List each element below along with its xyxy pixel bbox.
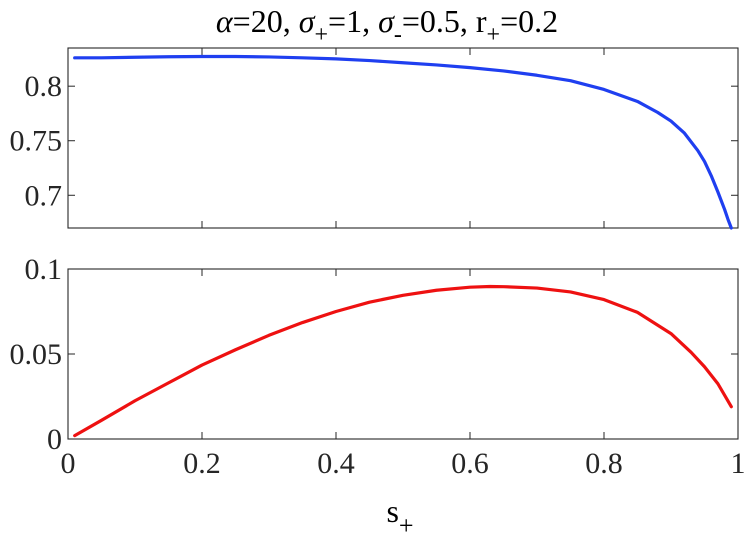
- bottom-xtick-label: 0.2: [183, 447, 221, 480]
- title-sigma-plus-subscript: +: [314, 22, 328, 48]
- bottom-xtick-label: 1: [731, 447, 746, 480]
- bottom-panel: 0 0.05 0.1 0 0.2 0.4 0.6 0.8 1: [10, 253, 746, 480]
- bottom-ytick-label: 0.05: [10, 338, 63, 371]
- bottom-xtick-label: 0.8: [585, 447, 623, 480]
- top-panel: 0.7 0.75 0.8: [10, 47, 739, 230]
- bottom-ytick-label: 0: [47, 423, 62, 456]
- title-alpha-value: =20,: [233, 3, 299, 39]
- top-ticks: 0.7 0.75 0.8: [10, 48, 739, 228]
- bottom-series-line: [73, 284, 733, 438]
- bottom-ticks: 0 0.05 0.1 0 0.2 0.4 0.6 0.8 1: [10, 253, 746, 480]
- title-r-value: =0.2: [500, 3, 558, 39]
- bottom-ytick-label: 0.1: [25, 253, 63, 286]
- bottom-xtick-label: 0.4: [317, 447, 355, 480]
- top-series-line: [73, 54, 733, 230]
- title-sigma-plus-value: =1,: [328, 3, 378, 39]
- top-ytick-label: 0.8: [25, 70, 63, 103]
- x-axis-label-subscript: +: [399, 511, 414, 540]
- chart-title: α=20, σ+=1, σ-=0.5, r+=0.2: [216, 3, 558, 48]
- top-ytick-label: 0.75: [10, 125, 63, 158]
- title-sigma-minus-symbol: σ: [378, 3, 395, 39]
- title-alpha-symbol: α: [216, 3, 234, 39]
- bottom-xtick-label: 0.6: [451, 447, 489, 480]
- x-axis-label: s+: [386, 493, 413, 540]
- title-r-symbol: r: [476, 3, 487, 39]
- title-sigma-plus-symbol: σ: [299, 3, 316, 39]
- top-ytick-label: 0.7: [25, 179, 63, 212]
- x-axis-label-base: s: [386, 493, 398, 529]
- top-axes-box: [67, 47, 739, 229]
- title-sigma-minus-subscript: -: [394, 22, 402, 48]
- title-sigma-minus-value: =0.5,: [402, 3, 476, 39]
- title-r-subscript: +: [487, 22, 501, 48]
- bottom-xtick-label: 0: [61, 447, 76, 480]
